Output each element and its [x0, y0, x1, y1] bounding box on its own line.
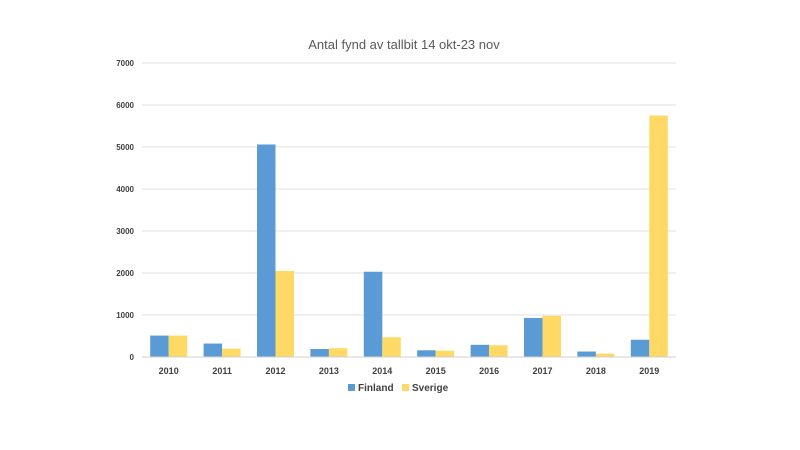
chart-title: Antal fynd av tallbit 14 okt-23 nov: [308, 37, 500, 52]
bar-sverige-2016: [489, 345, 508, 357]
bars: [150, 115, 668, 357]
x-tick-label: 2017: [532, 366, 552, 376]
x-tick-label: 2012: [265, 366, 285, 376]
bar-finland-2011: [203, 343, 223, 357]
y-tick-label: 2000: [116, 269, 134, 278]
bar-sverige-2019: [649, 115, 668, 357]
legend: Finland Sverige: [348, 383, 449, 394]
bar-sverige-2012: [275, 270, 294, 357]
bar-sverige-2011: [222, 348, 241, 357]
x-tick-label: 2010: [159, 366, 179, 376]
y-axis-ticks: 0 1000 2000 3000 4000 5000 6000 7000: [116, 59, 134, 362]
bar-finland-2016: [470, 344, 490, 357]
gridlines: [142, 62, 676, 316]
x-tick-label: 2019: [639, 366, 659, 376]
legend-swatch-sverige: [402, 384, 409, 391]
y-tick-label: 0: [130, 353, 135, 362]
y-tick-label: 7000: [116, 59, 134, 68]
x-tick-label: 2016: [479, 366, 499, 376]
legend-label-sverige: Sverige: [412, 383, 449, 394]
bar-sverige-2015: [435, 350, 455, 357]
x-tick-label: 2013: [319, 366, 339, 376]
bar-finland-2014: [363, 271, 383, 357]
bar-sverige-2010: [168, 335, 188, 357]
y-tick-label: 5000: [116, 143, 134, 152]
bar-finland-2012: [257, 144, 276, 357]
x-axis-ticks: 2010 2011 2012 2013 2014 2015 2016 2017 2018 2019: [159, 366, 660, 376]
x-tick-label: 2018: [586, 366, 606, 376]
y-tick-label: 1000: [116, 311, 134, 320]
bar-sverige-2018: [595, 353, 615, 357]
x-tick-label: 2014: [372, 366, 392, 376]
bar-sverige-2017: [542, 315, 561, 357]
x-tick-label: 2015: [426, 366, 446, 376]
bar-finland-2017: [524, 317, 543, 357]
bar-sverige-2014: [382, 337, 401, 357]
y-tick-label: 4000: [116, 185, 134, 194]
bar-finland-2019: [630, 339, 650, 357]
legend-swatch-finland: [348, 384, 355, 391]
bar-finland-2013: [310, 349, 329, 357]
bar-finland-2018: [577, 351, 596, 357]
bar-finland-2010: [150, 335, 169, 357]
x-tick-label: 2011: [212, 366, 232, 376]
y-tick-label: 6000: [116, 101, 134, 110]
bar-finland-2015: [417, 350, 436, 357]
bar-sverige-2013: [328, 348, 348, 357]
legend-label-finland: Finland: [358, 383, 394, 394]
y-tick-label: 3000: [116, 227, 134, 236]
